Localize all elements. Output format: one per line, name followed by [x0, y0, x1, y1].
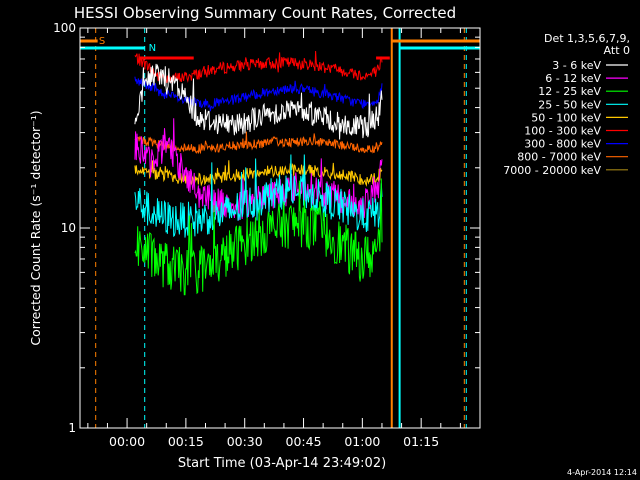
series-line-50-100-kev [134, 160, 383, 187]
legend-entry-label: 300 - 800 keV [524, 138, 601, 151]
footer-timestamp: 4-Apr-2014 12:14 [567, 468, 637, 477]
legend-entry-label: 3 - 6 keV [552, 59, 601, 72]
legend-entry-label: 12 - 25 keV [538, 85, 601, 98]
flag-label-s: S [99, 36, 105, 47]
legend-entry-label: 50 - 100 keV [531, 111, 601, 124]
axes: 100 10 1 00:00 00:15 00:30 00:45 01:00 01:15 [53, 21, 481, 449]
series-layer [134, 50, 383, 296]
observing-event-markers: SN [80, 28, 480, 428]
legend-entry-label: 7000 - 20000 keV [503, 164, 601, 177]
legend-entry-label: 800 - 7000 keV [517, 151, 601, 164]
legend-header-detectors: Det 1,3,5,6,7,9, [544, 32, 630, 45]
legend-entry-label: 100 - 300 keV [524, 125, 601, 138]
x-tick-label: 01:15 [403, 434, 439, 449]
series-line-12-25-kev [134, 178, 383, 296]
series-line-3-6-kev [134, 63, 383, 140]
legend-entry-label: 6 - 12 keV [545, 72, 601, 85]
y-tick-label: 100 [53, 21, 76, 35]
y-axis-label: Corrected Count Rate (s⁻¹ detector⁻¹) [28, 110, 43, 345]
x-tick-label: 01:00 [344, 434, 380, 449]
x-tick-label: 00:45 [286, 434, 322, 449]
series-line-100-300-kev [134, 50, 383, 84]
y-tick-label: 1 [68, 421, 76, 435]
y-tick-label: 10 [61, 221, 76, 235]
x-tick-label: 00:15 [168, 434, 204, 449]
x-tick-label: 00:30 [227, 434, 263, 449]
series-line-6-12-kev [134, 118, 383, 221]
legend-header-attenuator: Att 0 [604, 44, 630, 57]
flag-label-n: N [149, 43, 156, 54]
legend-entry-label: 25 - 50 keV [538, 98, 601, 111]
x-tick-label: 00:00 [109, 434, 145, 449]
series-line-25-50-kev [134, 154, 383, 238]
series-line-300-800-kev [134, 76, 383, 112]
x-axis-label: Start Time (03-Apr-14 23:49:02) [178, 456, 386, 471]
chart-title: HESSI Observing Summary Count Rates, Cor… [74, 4, 456, 22]
